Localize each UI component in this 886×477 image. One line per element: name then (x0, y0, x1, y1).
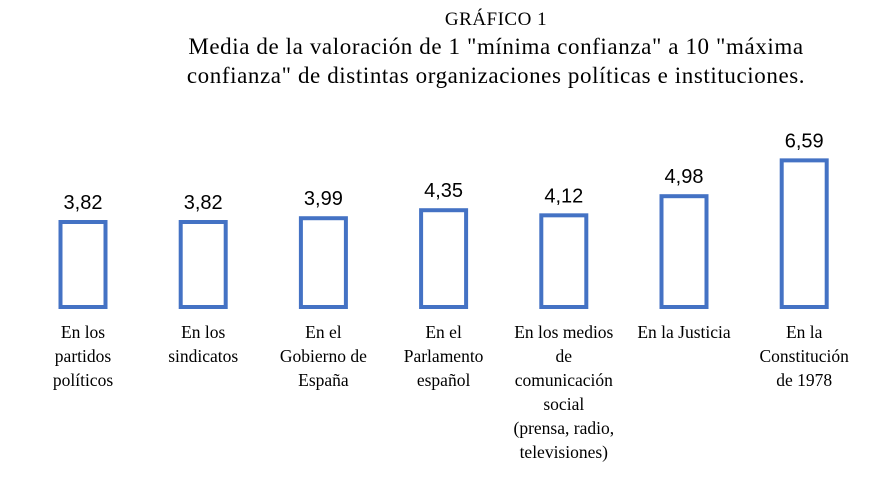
bar-5 (539, 213, 589, 309)
bar-6 (659, 194, 709, 310)
category-label-4: En el Parlamento español (404, 322, 484, 390)
category-label-7: En la Constitución de 1978 (759, 322, 849, 390)
data-label-6: 4,98 (665, 166, 704, 188)
bar-4 (419, 208, 469, 309)
chart-title: Media de la valoración de 1 "mínima conf… (186, 34, 806, 88)
data-label-1: 3,82 (64, 192, 103, 214)
bar-7 (779, 158, 829, 309)
chart-title-block: GRÁFICO 1 Media de la valoración de 1 "m… (140, 8, 852, 90)
chart-kicker: GRÁFICO 1 (444, 9, 548, 30)
data-label-7: 6,59 (785, 130, 824, 152)
data-label-2: 3,82 (184, 192, 223, 214)
category-label-3: En el Gobierno de España (280, 322, 367, 390)
data-label-4: 4,35 (424, 180, 463, 202)
data-label-3: 3,99 (304, 188, 343, 210)
bar-3 (298, 216, 348, 309)
category-label-6: En la Justicia (637, 322, 731, 342)
data-label-5: 4,12 (544, 185, 583, 207)
bar-1 (58, 220, 108, 310)
bar-2 (178, 220, 228, 310)
category-label-5: En los medios de comunicación social (prensa… (514, 322, 615, 462)
category-label-2: En los sindicatos (168, 322, 238, 366)
category-label-1: En los partidos políticos (53, 322, 113, 390)
